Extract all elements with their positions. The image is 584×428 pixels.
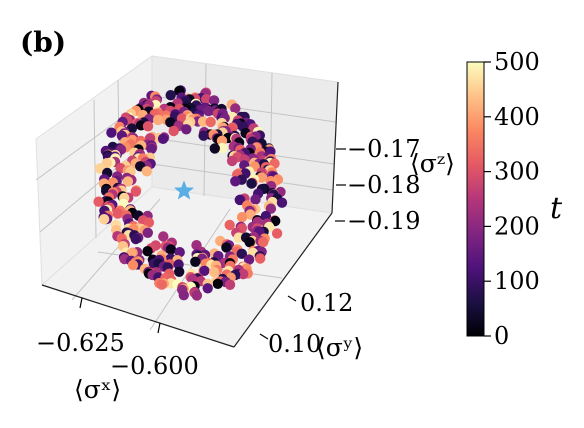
scatter-point: [165, 244, 177, 255]
scatter-point: [190, 256, 201, 267]
scatter-point: [174, 247, 185, 258]
x-axis-label: ⟨σˣ⟩: [74, 375, 121, 404]
colorbar-label: t: [550, 191, 563, 226]
scatter-point: [226, 155, 238, 167]
scatter-point: [143, 217, 155, 228]
star-icon: [173, 180, 195, 200]
z-tick-label: −0.19: [347, 207, 421, 235]
scatter-point: [112, 208, 124, 219]
scatter-point: [271, 228, 283, 239]
y-tick-mark: [287, 295, 297, 302]
colorbar-tick-label: 200: [494, 212, 540, 240]
scatter-point: [157, 133, 169, 144]
scatter-point: [174, 266, 185, 277]
scatter-point: [209, 266, 220, 278]
scatter-point: [198, 130, 209, 141]
scatter-point: [130, 233, 141, 245]
scatter-point: [245, 209, 256, 220]
scatter-point: [178, 290, 189, 301]
scatter-point: [181, 124, 192, 135]
colorbar-tick-label: 500: [494, 48, 540, 76]
scatter-point: [230, 103, 241, 114]
scatter-point: [276, 197, 288, 208]
scatter-point: [199, 265, 210, 276]
scatter-point: [224, 279, 236, 290]
y-tick-label: 0.12: [300, 289, 353, 317]
x-tick-label: −0.600: [110, 352, 199, 380]
x-tick-mark: [157, 322, 161, 334]
scatter-point: [212, 278, 223, 289]
scatter-point: [98, 214, 110, 225]
scatter-point: [234, 194, 245, 206]
scatter-point: [197, 116, 209, 127]
x-tick-mark: [79, 297, 83, 309]
scatter-point: [158, 231, 169, 242]
y-tick-label: 0.10: [268, 330, 321, 358]
scatter-point: [156, 279, 167, 290]
colorbar-tick-label: 100: [494, 267, 540, 295]
scatter-point: [205, 116, 216, 128]
y-axis-label: ⟨σʸ⟩: [316, 333, 363, 362]
scatter-point: [208, 95, 220, 106]
scatter-point: [142, 121, 154, 132]
scatter-point: [106, 127, 117, 138]
colorbar-tick-label: 400: [494, 103, 540, 131]
scatter-points: [93, 85, 288, 301]
colorbar: 500 400 300 200 100 0 t: [466, 48, 563, 350]
y-tick-mark: [259, 333, 269, 340]
y-axis: 0.12 0.10 ⟨σʸ⟩: [259, 289, 363, 362]
z-tick-label: −0.18: [347, 171, 421, 199]
scatter-point: [217, 142, 228, 154]
scatter-point: [265, 203, 277, 214]
scatter-point: [168, 125, 179, 137]
panel-label: (b): [20, 26, 66, 59]
scatter-point: [141, 166, 152, 177]
scatter-point: [142, 227, 153, 238]
scatter-point: [126, 123, 137, 134]
scatter-point: [230, 176, 241, 187]
scatter-point: [203, 105, 214, 117]
scatter-point: [236, 212, 248, 223]
fixed-point-marker: [173, 180, 195, 200]
scatter-point: [238, 268, 249, 280]
scatter-point: [165, 117, 176, 128]
scatter-point: [255, 253, 266, 264]
scatter-point: [130, 186, 141, 197]
colorbar-tick-label: 300: [494, 158, 540, 186]
scatter-point: [146, 143, 157, 155]
scatter-point: [250, 194, 261, 205]
scatter-point: [201, 94, 212, 105]
scatter-point: [236, 248, 247, 259]
scatter-point: [93, 196, 104, 207]
scatter-point: [142, 246, 153, 257]
scatter-point: [152, 114, 164, 126]
scatter-point: [244, 237, 255, 248]
scatter-point: [209, 143, 220, 154]
scatter-point: [243, 254, 255, 265]
colorbar-ticks: 500 400 300 200 100 0: [484, 48, 540, 350]
x-tick-label: −0.625: [36, 329, 125, 357]
scatter-point: [258, 236, 269, 248]
scatter-point: [191, 290, 203, 301]
z-axis: −0.17 −0.18 −0.19 ⟨σᶻ⟩: [335, 135, 455, 235]
axis-edges: [41, 81, 339, 348]
x-axis: −0.625 −0.600 ⟨σˣ⟩: [36, 297, 199, 404]
scatter-point: [165, 90, 176, 101]
colorbar-gradient: [466, 61, 485, 337]
scatter-point: [202, 283, 213, 294]
scatter-point: [127, 259, 139, 271]
colorbar-tick-label: 0: [494, 322, 509, 350]
scatter-point: [246, 178, 257, 189]
z-tick-label: −0.17: [347, 135, 421, 163]
scatter-point: [233, 232, 244, 243]
scatter-point: [221, 242, 232, 253]
scatter-point: [122, 176, 134, 187]
z-axis-label: ⟨σᶻ⟩: [410, 149, 455, 178]
scatter-point: [224, 219, 235, 231]
